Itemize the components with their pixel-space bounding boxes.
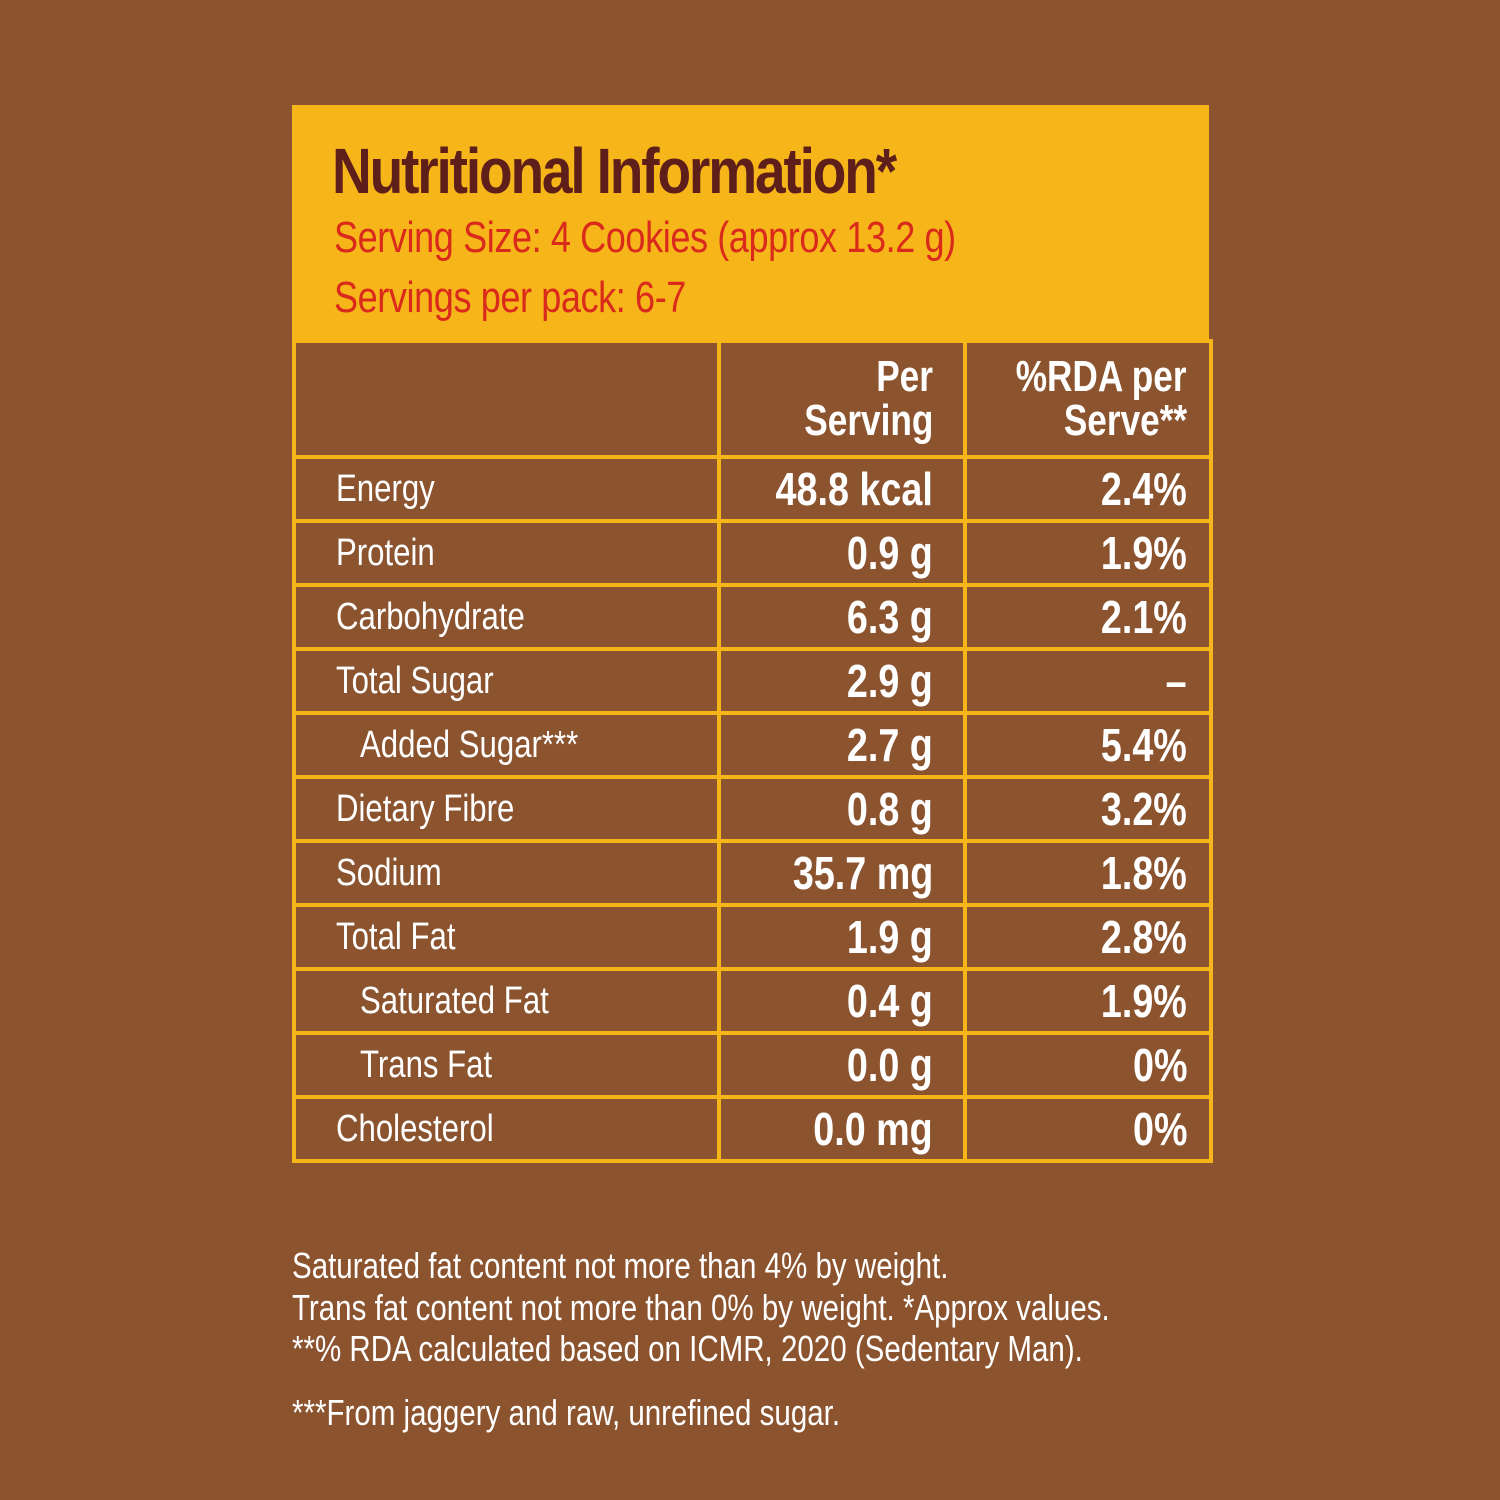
rda-value: 0% [963,1095,1213,1163]
per-serving-value: 2.9 g [717,647,967,715]
per-serving-value: 0.8 g [717,775,967,843]
rda-value-text: 1.9% [1101,975,1187,1027]
per-serving-value-text: 1.9 g [847,911,933,963]
table-row: Total Sugar 2.9 g – [292,647,1213,715]
nutrient-name-text: Dietary Fibre [336,787,515,830]
nutrient-name: Protein [292,519,721,587]
footnote-saturated-fat: Saturated fat content not more than 4% b… [292,1245,949,1286]
servings-per-pack: Servings per pack: 6-7 [334,273,686,322]
nutrient-name: Dietary Fibre [292,775,721,843]
per-serving-value-text: 2.9 g [847,655,933,707]
nutrient-name-text: Sodium [336,851,442,894]
footnote-rda: **% RDA calculated based on ICMR, 2020 (… [292,1328,1083,1369]
nutrient-name: Sodium [292,839,721,907]
per-serving-value-text: 0.0 g [847,1039,933,1091]
table-row: Trans Fat 0.0 g 0% [292,1031,1213,1099]
nutrient-name-text: Cholesterol [336,1107,494,1150]
nutrient-name-text: Total Sugar [336,659,494,702]
per-serving-value: 35.7 mg [717,839,967,907]
rda-value-text: 0% [1132,1039,1187,1091]
nutrient-name: Carbohydrate [292,583,721,651]
table-row: Cholesterol 0.0 mg 0% [292,1095,1213,1163]
per-serving-value: 0.0 mg [717,1095,967,1163]
table-row: Saturated Fat 0.4 g 1.9% [292,967,1213,1035]
rda-value: 5.4% [963,711,1213,779]
rda-value: 2.1% [963,583,1213,651]
rda-value: 3.2% [963,775,1213,843]
nutrient-name: Cholesterol [292,1095,721,1163]
per-serving-value-text: 48.8 kcal [775,463,933,515]
per-serving-value-text: 0.8 g [847,783,933,835]
nutrient-name-text: Added Sugar*** [360,723,579,766]
rda-value-text: 2.1% [1101,591,1187,643]
footnote-trans-fat: Trans fat content not more than 0% by we… [292,1287,1110,1328]
rda-value: 2.4% [963,455,1213,523]
nutrient-name-text: Carbohydrate [336,595,525,638]
nutrient-name: Saturated Fat [292,967,721,1035]
nutrient-name: Total Sugar [292,647,721,715]
nutrient-name-text: Energy [336,467,435,510]
rda-value-text: 1.9% [1101,527,1187,579]
nutrition-table: Per Serving %RDA per Serve** Energy 48.8 … [292,339,1213,1163]
nutrient-name-text: Saturated Fat [360,979,549,1022]
per-serving-value: 0.0 g [717,1031,967,1099]
rda-value-text: 3.2% [1101,783,1187,835]
per-serving-value-text: 2.7 g [847,719,933,771]
header-cell-empty [292,339,721,459]
per-serving-value-text: 35.7 mg [792,847,933,899]
nutrient-name: Energy [292,455,721,523]
per-serving-value: 0.4 g [717,967,967,1035]
table-row: Dietary Fibre 0.8 g 3.2% [292,775,1213,843]
page-title: Nutritional Information* [332,135,897,207]
nutrient-name-text: Total Fat [336,915,456,958]
per-serving-value: 0.9 g [717,519,967,587]
rda-value-text: 2.8% [1101,911,1187,963]
nutrient-name: Trans Fat [292,1031,721,1099]
per-serving-value: 1.9 g [717,903,967,971]
table-header-row: Per Serving %RDA per Serve** [292,339,1213,459]
per-serving-value: 6.3 g [717,583,967,651]
table-row: Added Sugar*** 2.7 g 5.4% [292,711,1213,779]
rda-value: 1.9% [963,967,1213,1035]
nutrient-name-text: Protein [336,531,435,574]
nutrient-name: Added Sugar*** [292,711,721,779]
per-serving-value-text: 0.4 g [847,975,933,1027]
nutrient-name: Total Fat [292,903,721,971]
rda-value-text: 2.4% [1101,463,1187,515]
header-rda-line2: Serve** [1063,396,1187,445]
rda-value-text: 5.4% [1101,719,1187,771]
header-rda: %RDA per Serve** [963,339,1213,459]
nutrition-header-panel: Nutritional Information* Serving Size: 4… [292,105,1209,343]
serving-size: Serving Size: 4 Cookies (approx 13.2 g) [334,213,956,262]
per-serving-value: 48.8 kcal [717,455,967,523]
per-serving-value-text: 6.3 g [847,591,933,643]
rda-value: 0% [963,1031,1213,1099]
rda-value-text: 1.8% [1101,847,1187,899]
rda-value: 1.8% [963,839,1213,907]
table-row: Total Fat 1.9 g 2.8% [292,903,1213,971]
table-row: Sodium 35.7 mg 1.8% [292,839,1213,907]
per-serving-value-text: 0.0 mg [813,1103,933,1155]
table-row: Energy 48.8 kcal 2.4% [292,455,1213,523]
per-serving-value: 2.7 g [717,711,967,779]
footnote-added-sugar: ***From jaggery and raw, unrefined sugar… [292,1392,841,1433]
table-row: Carbohydrate 6.3 g 2.1% [292,583,1213,651]
header-per-serving-line2: Serving [803,396,933,445]
header-per-serving: Per Serving [717,339,967,459]
nutrient-name-text: Trans Fat [360,1043,493,1086]
header-rda-line1: %RDA per [1016,352,1187,401]
rda-value: 1.9% [963,519,1213,587]
table-row: Protein 0.9 g 1.9% [292,519,1213,587]
per-serving-value-text: 0.9 g [847,527,933,579]
rda-value-text: – [1166,655,1187,707]
rda-value-text: 0% [1132,1103,1187,1155]
header-per-serving-line1: Per [876,352,933,401]
rda-value: – [963,647,1213,715]
rda-value: 2.8% [963,903,1213,971]
